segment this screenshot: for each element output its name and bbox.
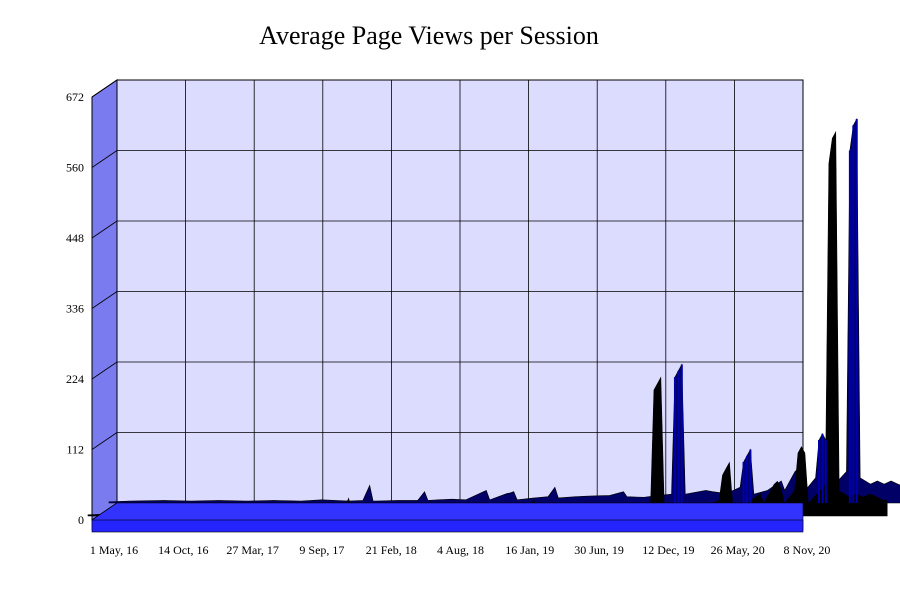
y-tick-label: 448 (66, 231, 84, 245)
x-tick-label: 1 May, 16 (90, 543, 138, 557)
data-area (87, 117, 900, 517)
x-tick-label: 26 May, 20 (711, 543, 765, 557)
side-gridline (91, 220, 118, 239)
side-gridline (91, 361, 118, 380)
series-area-back (108, 117, 900, 504)
x-tick-label: 12 Dec, 19 (642, 543, 694, 557)
side-gridline (91, 79, 118, 98)
y-tick-label: 0 (78, 513, 84, 527)
chart-title: Average Page Views per Session (259, 21, 599, 50)
floor-edge (91, 519, 804, 533)
x-tick-label: 9 Sep, 17 (299, 543, 344, 557)
side-gridline (91, 432, 118, 450)
x-tick-label: 16 Jan, 19 (505, 543, 554, 557)
x-tick-label: 30 Jun, 19 (574, 543, 624, 557)
y-tick-label: 224 (66, 372, 84, 386)
chart-grid (91, 79, 804, 521)
x-tick-label: 4 Aug, 18 (437, 543, 484, 557)
x-tick-label: 27 Mar, 17 (226, 543, 279, 557)
side-gridline (91, 291, 118, 309)
x-axis: 1 May, 16 14 Oct, 16 27 Mar, 17 9 Sep, 17 21… (90, 543, 831, 557)
x-tick-label: 8 Nov, 20 (784, 543, 831, 557)
side-gridline (91, 150, 118, 168)
y-tick-label: 560 (66, 161, 84, 175)
y-tick-label: 672 (66, 90, 84, 104)
x-tick-label: 21 Feb, 18 (366, 543, 417, 557)
chart-floor (91, 502, 804, 533)
x-tick-label: 14 Oct, 16 (158, 543, 208, 557)
chart-walls (91, 79, 804, 521)
y-tick-label: 112 (66, 443, 84, 457)
y-axis: 0 112 224 336 448 560 672 (66, 90, 84, 527)
y-tick-label: 336 (66, 302, 84, 316)
